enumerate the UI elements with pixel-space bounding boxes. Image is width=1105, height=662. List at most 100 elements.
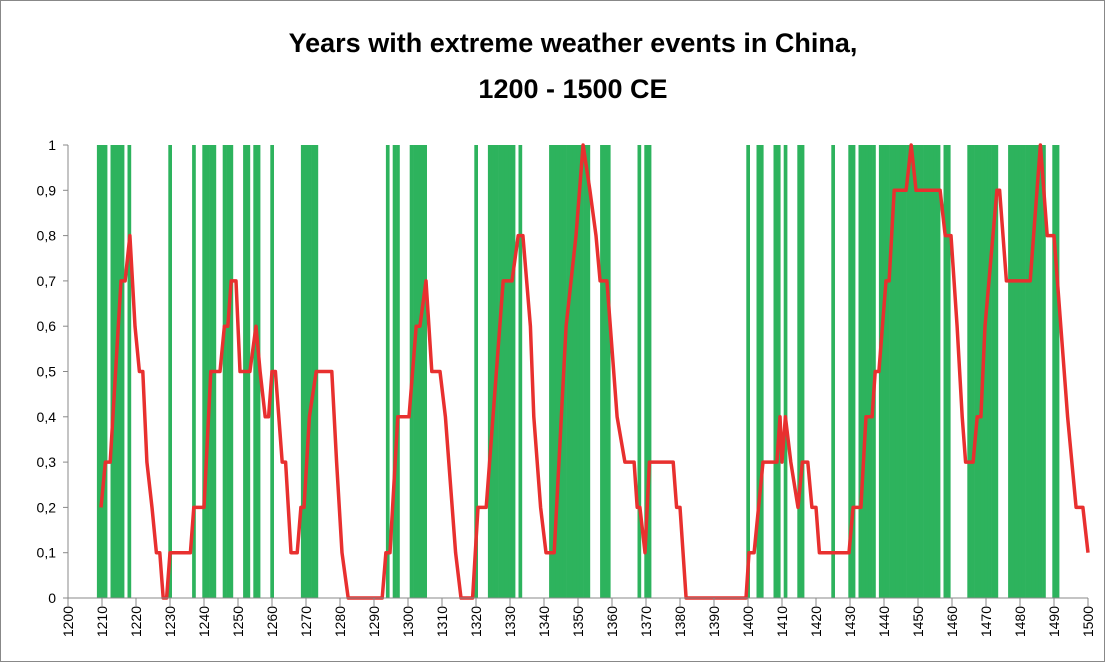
event-bar	[511, 145, 516, 598]
event-bar	[549, 145, 553, 598]
x-tick-label: 1400	[740, 606, 756, 637]
event-bar	[117, 145, 121, 598]
y-tick-label: 0,4	[37, 409, 57, 425]
event-bar	[936, 145, 941, 598]
event-bar	[831, 145, 835, 598]
event-bar	[253, 145, 257, 598]
event-bar	[1018, 145, 1022, 598]
event-bar	[1021, 145, 1026, 598]
event-bar	[202, 145, 206, 598]
y-tick-label: 0,3	[37, 454, 57, 470]
event-bar	[977, 145, 982, 598]
event-bar	[491, 145, 495, 598]
chart-title: Years with extreme weather events in Chi…	[289, 28, 858, 58]
x-tick-label: 1480	[1012, 606, 1028, 637]
event-bar	[603, 145, 608, 598]
event-bar	[1025, 145, 1029, 598]
x-tick-label: 1430	[842, 606, 858, 637]
event-bar	[120, 145, 125, 598]
event-bar	[413, 145, 417, 598]
event-bar	[572, 145, 577, 598]
event-bar	[229, 145, 234, 598]
event-bar	[933, 145, 937, 598]
event-bar	[800, 145, 805, 598]
x-tick-label: 1330	[502, 606, 518, 637]
event-bar	[226, 145, 230, 598]
event-bar	[902, 145, 907, 598]
x-tick-label: 1320	[468, 606, 484, 637]
y-tick-label: 0,5	[37, 364, 57, 380]
x-tick-label: 1210	[94, 606, 110, 637]
event-bar	[861, 145, 866, 598]
event-bar	[991, 145, 995, 598]
event-bar	[583, 145, 587, 598]
event-bar	[899, 145, 903, 598]
y-tick-label: 0,6	[37, 318, 57, 334]
event-bar	[974, 145, 978, 598]
x-tick-label: 1460	[944, 606, 960, 637]
event-bar	[878, 145, 883, 598]
event-bar	[606, 145, 611, 598]
x-tick-label: 1280	[332, 606, 348, 637]
event-bar	[518, 145, 523, 598]
event-bar	[926, 145, 931, 598]
event-bar	[882, 145, 886, 598]
event-bar	[1008, 145, 1012, 598]
event-bar	[1014, 145, 1019, 598]
event-bar	[1011, 145, 1016, 598]
event-bar	[498, 145, 502, 598]
event-bar	[566, 145, 570, 598]
event-bar	[392, 145, 397, 598]
event-bar	[1052, 145, 1056, 598]
x-tick-label: 1410	[774, 606, 790, 637]
event-bar	[192, 145, 196, 598]
x-tick-label: 1350	[570, 606, 586, 637]
event-bar	[923, 145, 927, 598]
event-bar	[396, 145, 400, 598]
x-tick-label: 1490	[1046, 606, 1062, 637]
y-tick-label: 0,9	[37, 182, 57, 198]
event-bar	[943, 145, 948, 598]
event-bar	[868, 145, 873, 598]
event-bar	[1028, 145, 1033, 598]
event-bar	[906, 145, 910, 598]
event-bar	[1042, 145, 1046, 598]
x-tick-label: 1220	[128, 606, 144, 637]
event-bar	[103, 145, 108, 598]
event-bar	[385, 145, 390, 598]
event-bar	[559, 145, 563, 598]
event-bar	[987, 145, 992, 598]
x-tick-label: 1340	[536, 606, 552, 637]
event-bar	[1055, 145, 1060, 598]
event-bar	[205, 145, 210, 598]
event-bar	[555, 145, 560, 598]
x-tick-label: 1500	[1080, 606, 1096, 637]
event-bar	[474, 145, 478, 598]
event-bar	[504, 145, 509, 598]
event-bar	[419, 145, 424, 598]
x-tick-label: 1200	[60, 606, 76, 637]
y-tick-label: 0	[48, 590, 56, 606]
y-tick-label: 0,1	[37, 545, 57, 561]
event-bar	[970, 145, 975, 598]
x-tick-label: 1240	[196, 606, 212, 637]
event-bar	[746, 145, 750, 598]
x-tick-label: 1300	[400, 606, 416, 637]
event-bar	[569, 145, 574, 598]
event-bar	[647, 145, 652, 598]
event-bar	[889, 145, 893, 598]
x-tick-label: 1290	[366, 606, 382, 637]
event-bar	[508, 145, 512, 598]
event-bar	[487, 145, 492, 598]
event-bar	[1038, 145, 1043, 598]
x-tick-label: 1470	[978, 606, 994, 637]
y-tick-label: 0,8	[37, 228, 57, 244]
event-bar	[851, 145, 856, 598]
event-bar	[300, 145, 305, 598]
x-tick-label: 1360	[604, 606, 620, 637]
event-bar	[776, 145, 781, 598]
event-bar	[919, 145, 924, 598]
event-bar	[773, 145, 778, 598]
event-bar	[895, 145, 900, 598]
event-bar	[304, 145, 308, 598]
